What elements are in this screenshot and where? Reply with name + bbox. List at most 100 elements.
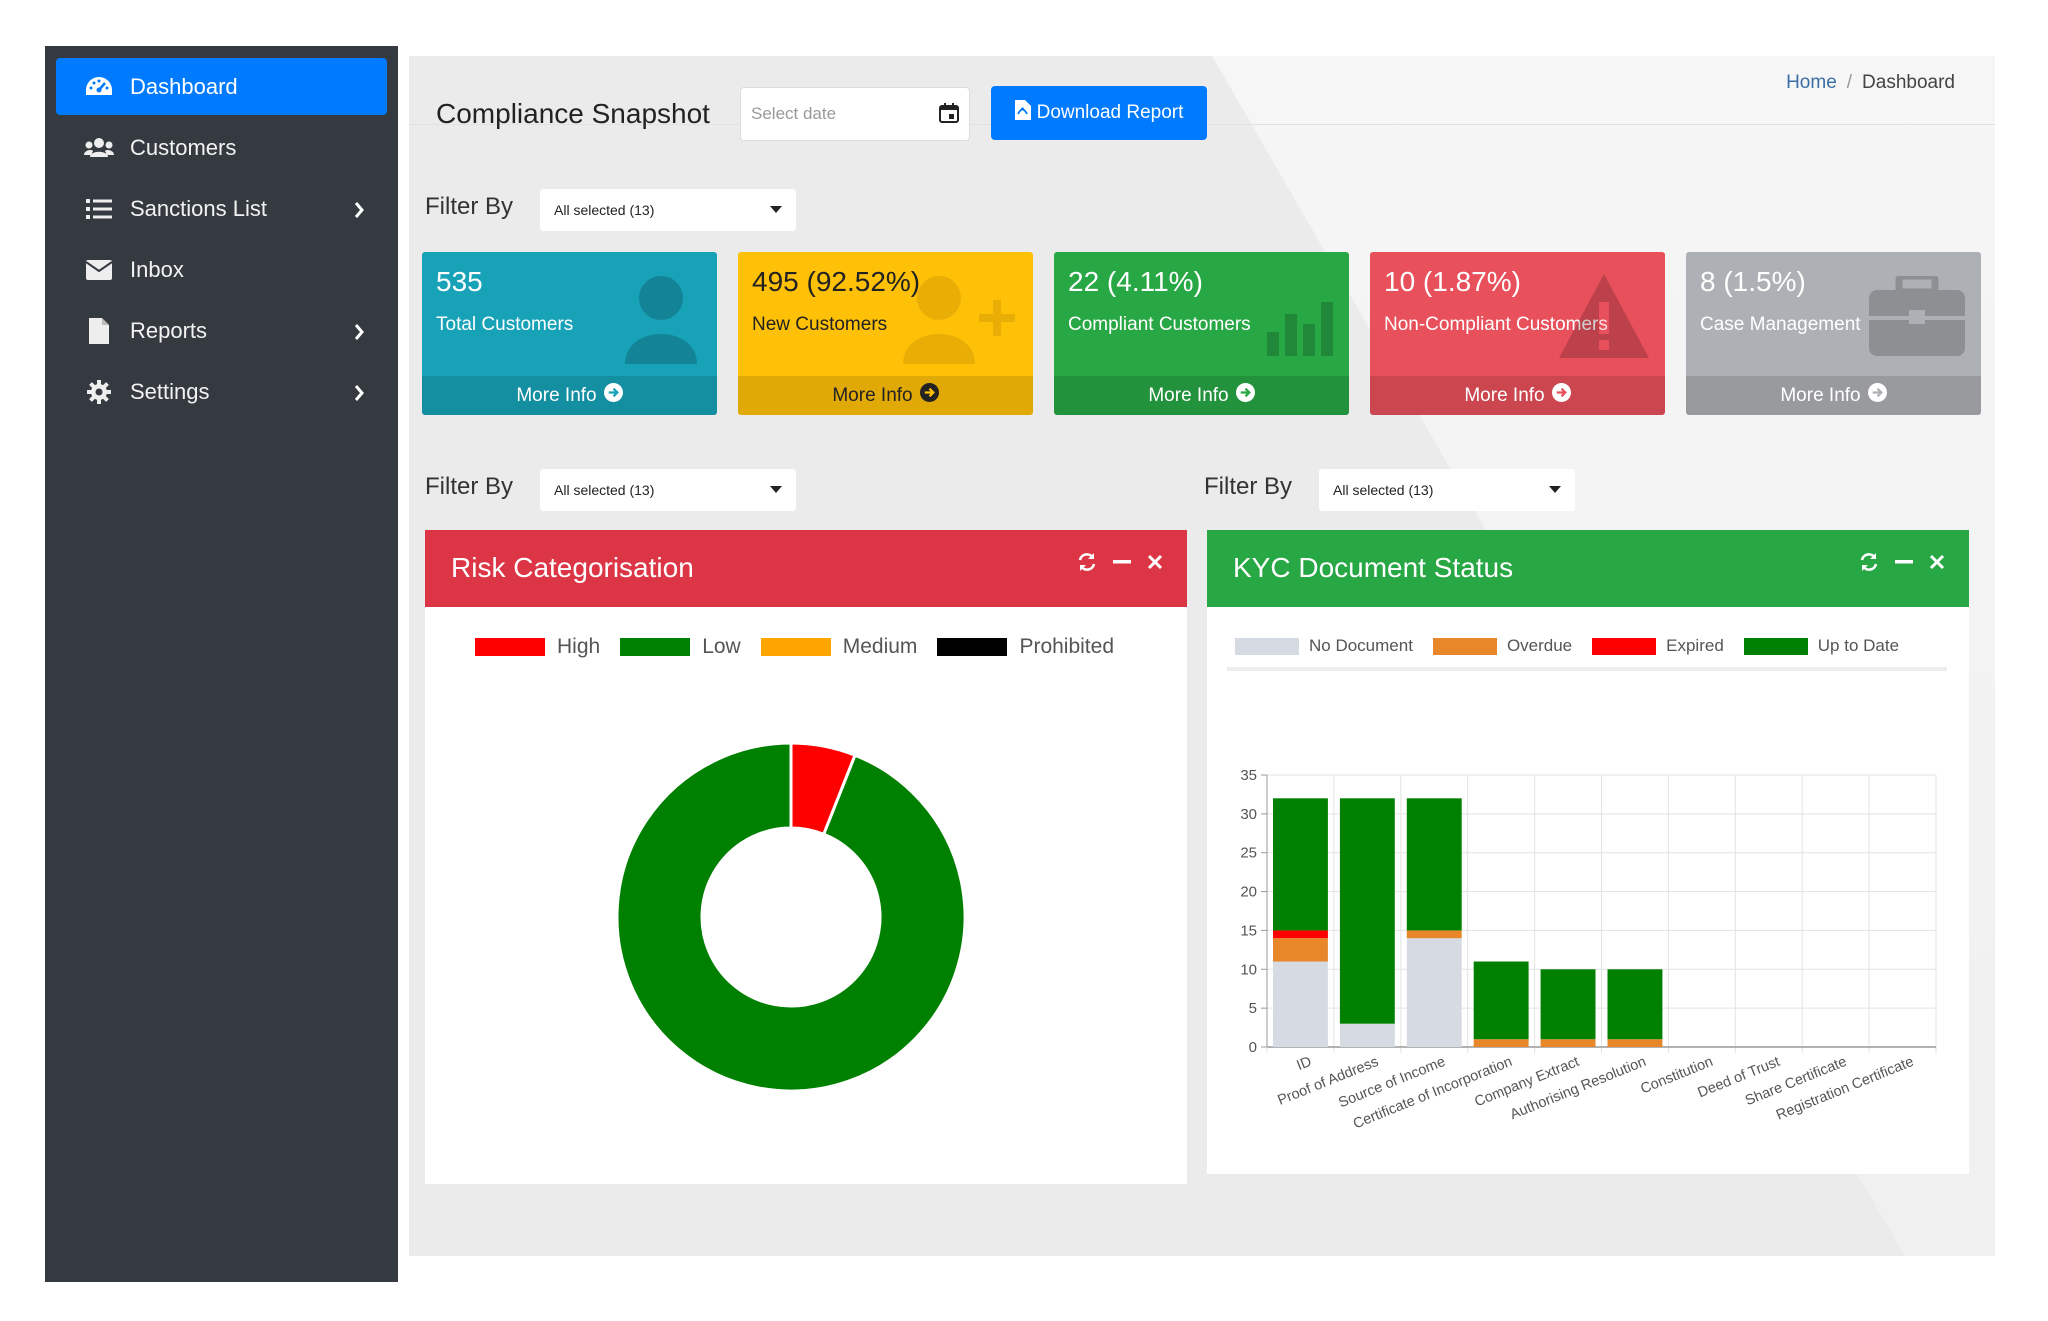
risk-filter-label: Filter By: [425, 473, 514, 500]
date-input[interactable]: [741, 88, 921, 140]
more-info-label: More Info: [1780, 384, 1861, 406]
filter-select-value: All selected (13): [554, 482, 655, 498]
legend-swatch: [1432, 637, 1497, 655]
more-info-label: More Info: [832, 384, 913, 406]
legend-item-medium[interactable]: Medium: [760, 635, 917, 659]
stat-label: Compliant Customers: [1068, 314, 1251, 335]
bar-segment-up-to-date[interactable]: [1540, 969, 1596, 1040]
card-body: No Document Overdue Expired Up to Date 0 5 10…: [1207, 607, 1969, 1174]
minimize-icon[interactable]: [1895, 552, 1913, 577]
stat-box-new-customers: 495 (92.52%) New Customers More Info: [738, 252, 1033, 415]
legend-label: Up to Date: [1817, 636, 1900, 655]
bar-segment-no-document[interactable]: [1406, 938, 1462, 1047]
sidebar: Dashboard Customers Sanctions List Inbox…: [45, 46, 398, 1282]
y-tick-label: 35: [1240, 767, 1257, 784]
caret-down-icon: [770, 486, 782, 493]
stat-label: Total Customers: [436, 314, 574, 335]
minimize-icon[interactable]: [1113, 552, 1131, 577]
envelope-icon: [84, 258, 114, 282]
date-picker[interactable]: [740, 87, 970, 141]
x-tick-label: ID: [1295, 1054, 1314, 1074]
caret-down-icon: [770, 206, 782, 213]
refresh-icon[interactable]: [1077, 552, 1097, 577]
sidebar-item-sanctions-list[interactable]: Sanctions List: [56, 180, 387, 237]
legend-swatch: [620, 638, 691, 656]
filter-label: Filter By: [425, 193, 514, 220]
breadcrumb-current: Dashboard: [1862, 72, 1955, 93]
donut-slice-low[interactable]: [615, 741, 967, 1093]
bar-segment-expired[interactable]: [1273, 930, 1328, 939]
card-header: KYC Document Status: [1207, 530, 1969, 607]
legend-swatch: [1235, 637, 1299, 655]
bar-segment-overdue[interactable]: [1607, 1039, 1663, 1047]
bar-segment-up-to-date[interactable]: [1339, 798, 1395, 1024]
y-tick-label: 5: [1249, 1000, 1257, 1017]
legend-item-high[interactable]: High: [475, 635, 600, 659]
risk-legend: High Low Medium Prohibited: [475, 635, 1134, 659]
list-icon: [84, 197, 114, 221]
kyc-document-status-card: KYC Document Status No Document Overdue Ex…: [1207, 530, 1969, 1174]
legend-item-prohibited[interactable]: Prohibited: [937, 635, 1114, 659]
legend-label: Overdue: [1506, 636, 1573, 655]
more-info-label: More Info: [516, 384, 597, 406]
calendar-icon[interactable]: [939, 103, 959, 128]
arrow-circle-right-icon: [1235, 383, 1255, 408]
sidebar-item-label: Dashboard: [130, 73, 238, 99]
sidebar-item-inbox[interactable]: Inbox: [56, 241, 387, 298]
more-info-link[interactable]: More Info: [738, 376, 1033, 415]
bar-segment-up-to-date[interactable]: [1273, 798, 1328, 931]
kyc-filter-select[interactable]: All selected (13): [1319, 469, 1575, 511]
more-info-link[interactable]: More Info: [1054, 376, 1349, 415]
stat-value: 22 (4.11%): [1068, 266, 1203, 297]
breadcrumb-home-link[interactable]: Home: [1786, 72, 1837, 93]
legend-item-up-to-date[interactable]: Up to Date: [1743, 636, 1900, 656]
bar-segment-no-document[interactable]: [1273, 961, 1328, 1047]
chevron-right-icon: [353, 321, 365, 347]
users-icon: [84, 136, 114, 160]
sidebar-item-dashboard[interactable]: Dashboard: [56, 58, 387, 115]
bar-segment-no-document[interactable]: [1339, 1023, 1395, 1047]
sidebar-item-reports[interactable]: Reports: [56, 302, 387, 359]
sidebar-item-label: Inbox: [130, 256, 184, 282]
close-icon[interactable]: [1929, 552, 1945, 577]
risk-filter-select[interactable]: All selected (13): [540, 469, 796, 511]
stat-label: New Customers: [752, 314, 888, 335]
legend-item-low[interactable]: Low: [620, 635, 741, 659]
y-tick-label: 15: [1240, 922, 1257, 939]
sidebar-item-customers[interactable]: Customers: [56, 119, 387, 176]
more-info-link[interactable]: More Info: [1370, 376, 1665, 415]
download-report-button[interactable]: Download Report: [991, 86, 1207, 140]
sidebar-item-settings[interactable]: Settings: [56, 363, 387, 420]
file-pdf-icon: [1014, 100, 1031, 126]
kyc-filter-label: Filter By: [1204, 473, 1293, 500]
main-content: Compliance Snapshot Download Report Home…: [409, 56, 1995, 1256]
bar-segment-up-to-date[interactable]: [1406, 798, 1462, 931]
legend-item-overdue[interactable]: Overdue: [1432, 636, 1573, 656]
legend-label: No Document: [1309, 636, 1413, 655]
more-info-link[interactable]: More Info: [1686, 376, 1981, 415]
stat-box-compliant-customers: 22 (4.11%) Compliant Customers More Info: [1054, 252, 1349, 415]
bar-segment-overdue[interactable]: [1406, 930, 1462, 939]
y-tick-label: 30: [1240, 806, 1257, 823]
stat-value: 495 (92.52%): [752, 266, 921, 297]
more-info-link[interactable]: More Info: [422, 376, 717, 415]
stat-label: Case Management: [1700, 314, 1861, 335]
legend-swatch: [760, 638, 831, 656]
legend-item-expired[interactable]: Expired: [1592, 636, 1724, 656]
bar-segment-overdue[interactable]: [1273, 938, 1328, 962]
refresh-icon[interactable]: [1859, 552, 1879, 577]
legend-label: Low: [702, 635, 741, 658]
filter-select[interactable]: All selected (13): [540, 189, 796, 231]
y-tick-label: 25: [1240, 845, 1257, 862]
stat-box-case-management: 8 (1.5%) Case Management More Info: [1686, 252, 1981, 415]
briefcase-icon: [1869, 272, 1965, 361]
bar-segment-overdue[interactable]: [1540, 1039, 1596, 1047]
sidebar-item-label: Reports: [130, 317, 208, 343]
close-icon[interactable]: [1147, 552, 1163, 577]
bar-segment-up-to-date[interactable]: [1473, 961, 1529, 1040]
legend-item-no-document[interactable]: No Document: [1235, 636, 1413, 656]
kyc-legend: No Document Overdue Expired Up to Date: [1235, 636, 1919, 656]
bar-segment-up-to-date[interactable]: [1607, 969, 1663, 1040]
bar-segment-overdue[interactable]: [1473, 1039, 1529, 1047]
more-info-label: More Info: [1464, 384, 1545, 406]
